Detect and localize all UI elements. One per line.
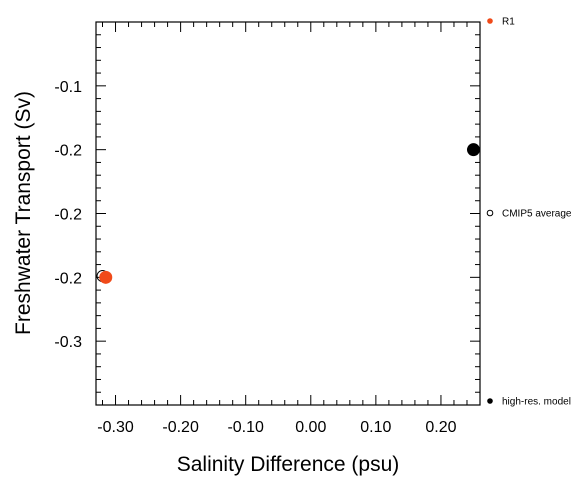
y-tick-labels: -0.1 -0.2 -0.2 -0.2 -0.3 [54, 79, 82, 351]
x-tick-labels: -0.30 -0.20 -0.10 0.00 0.10 0.20 [97, 419, 456, 436]
y-tick-label: -0.2 [54, 207, 82, 224]
legend-label-high-res-model: high-res. model [502, 397, 571, 408]
legend-label-cmip5-average: CMIP5 average [502, 209, 572, 220]
data-point-r1 [99, 270, 113, 284]
axis-ticks [96, 22, 481, 405]
x-tick-label: -0.30 [97, 419, 134, 436]
y-tick-label: -0.2 [54, 270, 82, 287]
data-points [96, 143, 480, 284]
legend-label-r1: R1 [502, 17, 515, 28]
y-tick-label: -0.3 [54, 334, 82, 351]
y-tick-label: -0.1 [54, 79, 82, 96]
legend: R1 CMIP5 average high-res. model [486, 17, 572, 408]
x-tick-label: -0.20 [162, 419, 199, 436]
y-tick-label: -0.2 [54, 143, 82, 160]
y-axis-title: Freshwater Transport (Sv) [12, 91, 35, 335]
x-tick-label: 0.00 [295, 419, 326, 436]
data-point-high-res-model [466, 143, 480, 157]
legend-marker-r1 [487, 18, 493, 24]
x-axis-title: Salinity Difference (psu) [177, 453, 400, 476]
plot-frame [95, 21, 481, 406]
legend-marker-high-res-model [487, 398, 493, 404]
legend-marker-cmip5-average [486, 209, 494, 217]
x-tick-label: 0.20 [425, 419, 456, 436]
x-tick-label: -0.10 [227, 419, 264, 436]
x-tick-label: 0.10 [360, 419, 391, 436]
